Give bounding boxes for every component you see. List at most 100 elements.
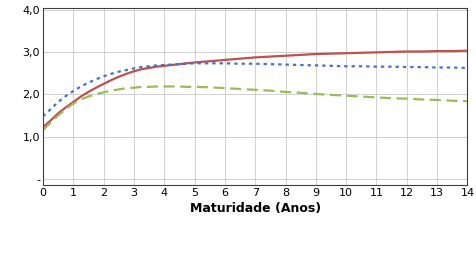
- 29/02/2012: [116, 75, 121, 78]
- 30/08/2012: [184, 62, 189, 65]
- 28/02/2013: [327, 93, 333, 97]
- 29/02/2012: [207, 60, 212, 63]
- Line: 30/08/2012: 30/08/2012: [43, 63, 466, 116]
- 28/02/2013: [252, 88, 258, 91]
- 29/02/2012: [388, 50, 394, 54]
- 29/02/2012: [55, 112, 61, 115]
- 30/08/2012: [237, 62, 242, 65]
- 29/02/2012: [78, 95, 83, 98]
- 30/08/2012: [176, 63, 182, 66]
- 29/02/2012: [343, 52, 348, 55]
- 30/08/2012: [312, 64, 318, 67]
- 29/02/2012: [184, 62, 189, 65]
- 30/08/2012: [282, 63, 288, 66]
- 28/02/2013: [343, 94, 348, 97]
- 30/08/2012: [48, 107, 53, 111]
- 29/02/2012: [433, 50, 439, 53]
- 30/08/2012: [343, 65, 348, 68]
- X-axis label: Maturidade (Anos): Maturidade (Anos): [189, 202, 320, 215]
- 28/02/2013: [373, 96, 378, 99]
- 30/08/2012: [267, 63, 273, 66]
- 30/08/2012: [433, 66, 439, 69]
- 30/08/2012: [357, 65, 363, 68]
- 30/08/2012: [55, 100, 61, 104]
- 29/02/2012: [153, 65, 159, 68]
- 28/02/2013: [63, 107, 69, 111]
- 28/02/2013: [93, 92, 99, 96]
- 30/08/2012: [169, 63, 174, 66]
- 29/02/2012: [108, 79, 114, 82]
- 28/02/2013: [448, 99, 454, 102]
- 28/02/2013: [70, 102, 76, 105]
- 28/02/2013: [78, 98, 83, 101]
- 29/02/2012: [63, 106, 69, 109]
- 29/02/2012: [297, 53, 303, 57]
- 30/08/2012: [93, 78, 99, 81]
- 30/08/2012: [418, 66, 424, 69]
- 30/08/2012: [388, 65, 394, 68]
- 30/08/2012: [146, 65, 151, 68]
- 30/08/2012: [116, 70, 121, 73]
- 28/02/2013: [282, 90, 288, 94]
- Line: 28/02/2013: 28/02/2013: [43, 86, 466, 130]
- 29/02/2012: [357, 51, 363, 54]
- 29/02/2012: [100, 82, 106, 86]
- 29/02/2012: [176, 63, 182, 66]
- 29/02/2012: [123, 72, 129, 75]
- 28/02/2013: [85, 95, 91, 98]
- 30/08/2012: [252, 62, 258, 65]
- 28/02/2013: [221, 86, 227, 90]
- 28/02/2013: [48, 121, 53, 124]
- 29/02/2012: [252, 56, 258, 59]
- 29/02/2012: [139, 67, 144, 71]
- 29/02/2012: [221, 58, 227, 61]
- 30/08/2012: [448, 66, 454, 69]
- 30/08/2012: [327, 64, 333, 67]
- 28/02/2013: [237, 87, 242, 91]
- 29/02/2012: [131, 70, 137, 73]
- Legend: 29/02/2012, 30/08/2012, 28/02/2013: 29/02/2012, 30/08/2012, 28/02/2013: [87, 270, 422, 272]
- 29/02/2012: [40, 126, 46, 129]
- 29/02/2012: [161, 64, 167, 67]
- 29/02/2012: [464, 49, 469, 52]
- 28/02/2013: [108, 89, 114, 92]
- 29/02/2012: [146, 66, 151, 70]
- 30/08/2012: [207, 62, 212, 65]
- 30/08/2012: [123, 69, 129, 72]
- 30/08/2012: [131, 67, 137, 70]
- 28/02/2013: [403, 97, 409, 100]
- 28/02/2013: [297, 91, 303, 94]
- 28/02/2013: [207, 86, 212, 89]
- 30/08/2012: [40, 115, 46, 118]
- 29/02/2012: [70, 100, 76, 104]
- 29/02/2012: [282, 54, 288, 57]
- 30/08/2012: [78, 85, 83, 88]
- 28/02/2013: [464, 100, 469, 103]
- 28/02/2013: [146, 85, 151, 88]
- 28/02/2013: [388, 97, 394, 100]
- 28/02/2013: [267, 89, 273, 92]
- 29/02/2012: [373, 51, 378, 54]
- 30/08/2012: [161, 63, 167, 67]
- 29/02/2012: [191, 61, 197, 64]
- 29/02/2012: [312, 52, 318, 56]
- 30/08/2012: [403, 66, 409, 69]
- 29/02/2012: [327, 52, 333, 55]
- 30/08/2012: [221, 62, 227, 65]
- 29/02/2012: [267, 55, 273, 58]
- 28/02/2013: [433, 98, 439, 101]
- 29/02/2012: [418, 50, 424, 53]
- 30/08/2012: [464, 66, 469, 70]
- 30/08/2012: [191, 62, 197, 65]
- 28/02/2013: [40, 129, 46, 132]
- 28/02/2013: [169, 85, 174, 88]
- 29/02/2012: [48, 119, 53, 122]
- 28/02/2013: [139, 85, 144, 88]
- 28/02/2013: [191, 85, 197, 88]
- 29/02/2012: [85, 90, 91, 94]
- Line: 29/02/2012: 29/02/2012: [43, 51, 466, 127]
- 28/02/2013: [131, 86, 137, 89]
- 28/02/2013: [418, 98, 424, 101]
- 30/08/2012: [373, 65, 378, 68]
- 29/02/2012: [448, 50, 454, 53]
